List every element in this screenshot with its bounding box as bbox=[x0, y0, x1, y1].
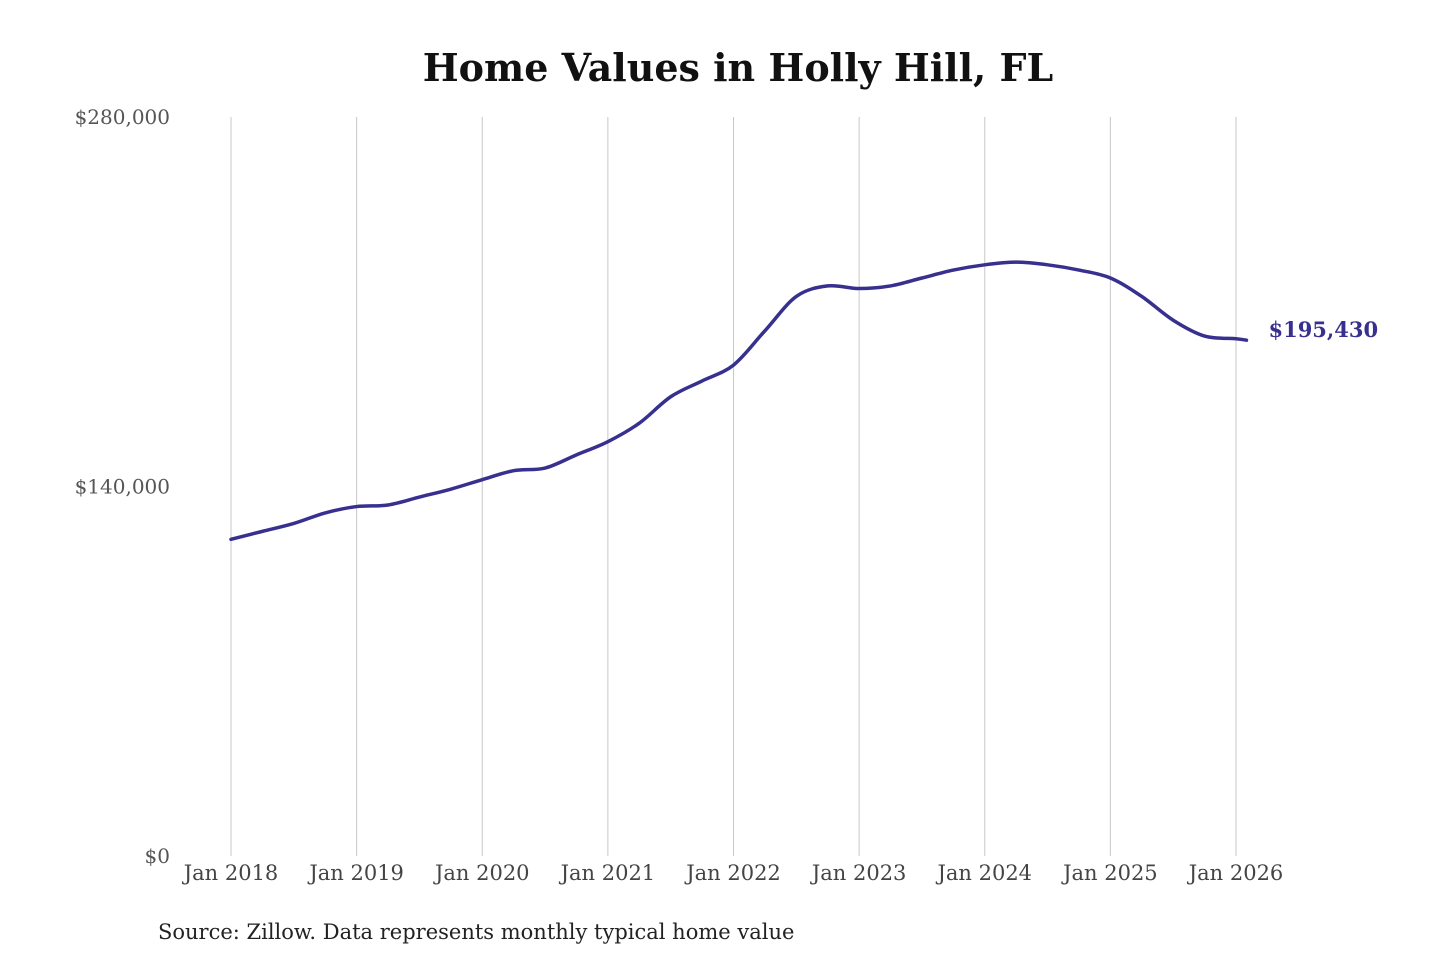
x-tick-label: Jan 2020 bbox=[433, 861, 530, 885]
x-tick-label: Jan 2023 bbox=[810, 861, 907, 885]
y-tick-label: $0 bbox=[145, 844, 170, 868]
source-note: Source: Zillow. Data represents monthly … bbox=[158, 920, 794, 944]
x-tick-label: Jan 2018 bbox=[182, 861, 279, 885]
x-tick-label: Jan 2024 bbox=[935, 861, 1032, 885]
end-value-label: $195,430 bbox=[1268, 317, 1378, 342]
x-tick-label: Jan 2026 bbox=[1187, 861, 1284, 885]
y-tick-label: $140,000 bbox=[75, 475, 170, 499]
x-tick-label: Jan 2025 bbox=[1061, 861, 1158, 885]
chart-title: Home Values in Holly Hill, FL bbox=[423, 45, 1053, 90]
x-tick-label: Jan 2021 bbox=[559, 861, 656, 885]
series-line bbox=[229, 260, 1249, 542]
y-tick-label: $280,000 bbox=[75, 105, 170, 129]
x-tick-label: Jan 2019 bbox=[307, 861, 404, 885]
x-tick-label: Jan 2022 bbox=[684, 861, 781, 885]
